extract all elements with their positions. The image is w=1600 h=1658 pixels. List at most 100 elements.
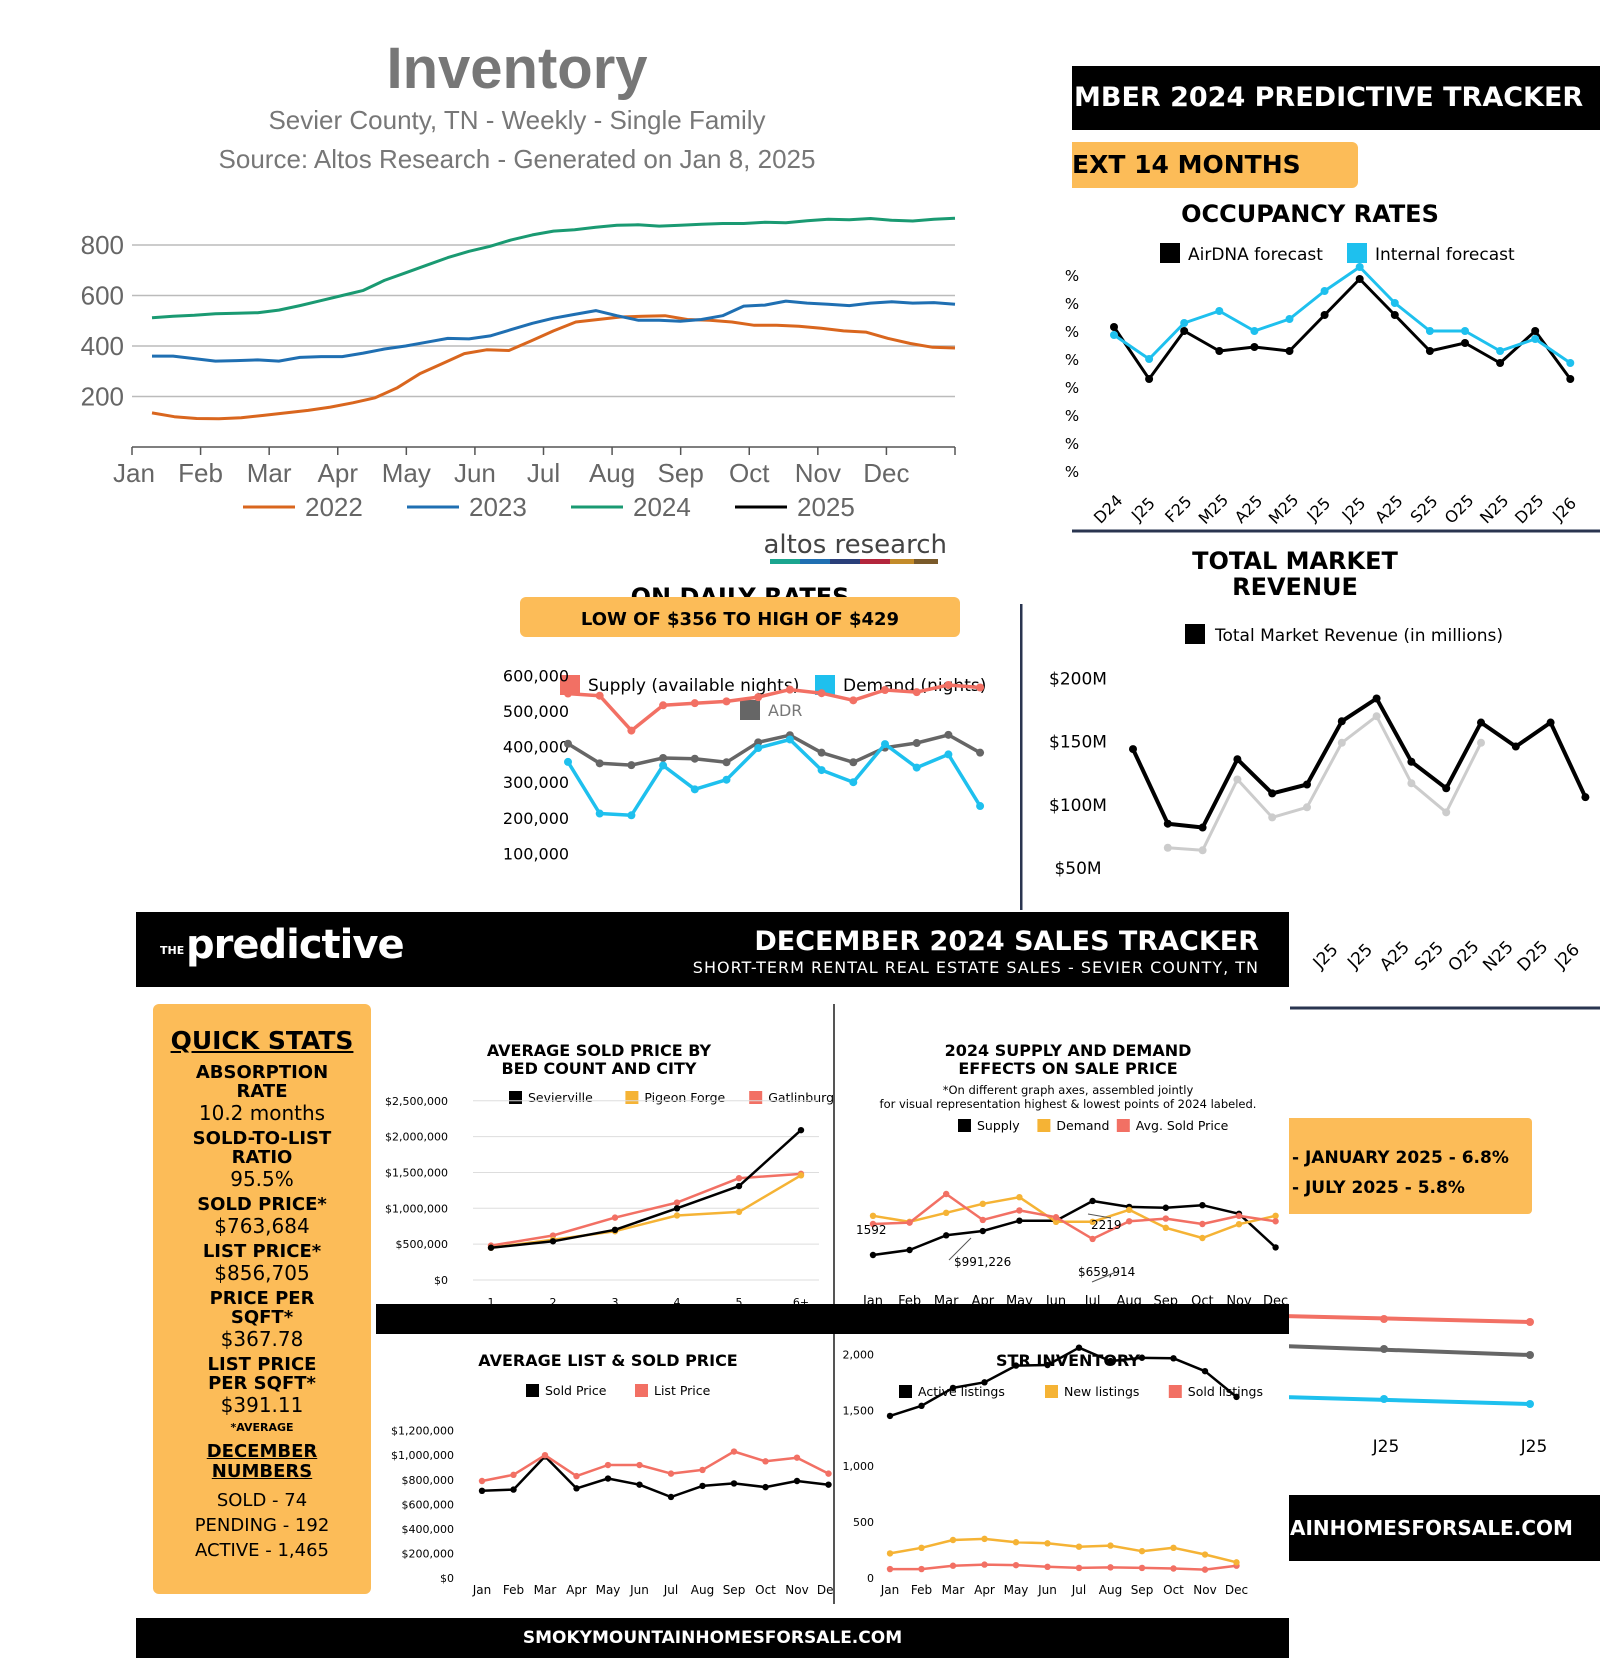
occupancy-x-label: J25 xyxy=(1338,494,1370,526)
altos-logo-stripe xyxy=(770,559,938,564)
x-label: Aug xyxy=(1099,1583,1122,1597)
occupancy-point xyxy=(1250,327,1259,335)
sda-point xyxy=(754,738,763,747)
inventory-y-tick: 600 xyxy=(81,281,124,311)
sda-line-2 xyxy=(567,733,981,767)
y-tick: $1,500,000 xyxy=(385,1166,448,1179)
peek-line-demand xyxy=(1282,1395,1531,1406)
series-point xyxy=(981,1561,988,1568)
occupancy-point xyxy=(1425,327,1434,335)
sda-point xyxy=(881,685,889,694)
peek-dot xyxy=(1380,1315,1388,1323)
occupancy-x-label: S25 xyxy=(1407,492,1442,527)
chart-note: *On different graph axes, assembled join… xyxy=(943,1083,1194,1097)
series-point xyxy=(1233,1393,1240,1401)
series-point xyxy=(673,1212,681,1219)
revenue-y-tick: $150M xyxy=(1049,733,1107,753)
peek-footer: AINHOMESFORSALE.COM xyxy=(1288,1495,1600,1561)
inventory-y-tick: 400 xyxy=(81,331,124,361)
series-point xyxy=(673,1205,681,1212)
revenue-point xyxy=(1233,775,1242,784)
inventory-x-label: Dec xyxy=(863,458,909,488)
y-tick: $200,000 xyxy=(402,1547,455,1560)
x-label: Jun xyxy=(629,1583,649,1597)
occupancy-y-tick: % xyxy=(1065,407,1079,425)
x-label: May xyxy=(1006,1294,1033,1304)
occupancy-x-label: D24 xyxy=(1090,491,1127,528)
sda-y-tick: 300,000 xyxy=(503,773,569,792)
december-item: PENDING - 192 xyxy=(194,1515,330,1536)
chart-title: 2024 SUPPLY AND DEMAND xyxy=(945,1041,1192,1060)
revenue-point xyxy=(1581,793,1590,802)
revenue-x-label: A25 xyxy=(1376,938,1414,976)
series-point xyxy=(762,1458,769,1465)
sda-point xyxy=(944,750,953,759)
occupancy-point xyxy=(1180,327,1189,335)
sda-point xyxy=(659,753,668,762)
series-line-0 xyxy=(490,1129,802,1249)
sda-point xyxy=(690,785,699,794)
middle-black-bar xyxy=(376,1304,1289,1334)
revenue-line-1 xyxy=(1167,714,1483,852)
peek-line-supply xyxy=(1282,1314,1531,1324)
peek-x-label: J25 xyxy=(1520,1437,1548,1457)
legend-swatch xyxy=(635,1384,648,1397)
sda-point xyxy=(849,778,858,787)
adr-band xyxy=(520,597,960,637)
occupancy-y-tick: % xyxy=(1065,463,1079,481)
logo-predictive: predictive xyxy=(186,922,405,968)
series-point xyxy=(981,1535,988,1543)
x-label: 2 xyxy=(550,1296,557,1304)
supply-demand-adr-chart: ON DAILY RATES LOW OF $356 TO HIGH OF $4… xyxy=(450,583,1010,905)
y-tick: 0 xyxy=(867,1572,874,1585)
series-point xyxy=(1138,1564,1146,1572)
occupancy-point xyxy=(1461,327,1469,335)
sda-point xyxy=(912,688,921,697)
series-point xyxy=(1201,1367,1209,1375)
series-point xyxy=(1044,1563,1051,1571)
legend-label: Sold listings xyxy=(1188,1384,1263,1399)
revenue-point xyxy=(1337,717,1346,726)
series-point xyxy=(735,1208,743,1216)
inventory-x-label: May xyxy=(382,458,431,488)
occupancy-point xyxy=(1215,347,1224,355)
series-point xyxy=(573,1485,580,1492)
quick-stat-label: LIST PRICE PER SQFT* xyxy=(207,1354,317,1394)
peek-line-adr xyxy=(1282,1344,1531,1357)
legend-label: Avg. Sold Price xyxy=(1136,1118,1229,1133)
legend-swatch xyxy=(509,1091,522,1104)
sda-point xyxy=(722,697,731,706)
altos-logo: altos research xyxy=(763,530,947,560)
x-label: Sep xyxy=(723,1583,746,1597)
occupancy-point xyxy=(1285,347,1294,355)
list-sold-chart: AVERAGE LIST & SOLD PRICE Sold Price List … xyxy=(391,1351,833,1597)
inventory-y-tick: 800 xyxy=(81,230,124,260)
x-label: 4 xyxy=(674,1296,681,1304)
revenue-x-label: J25 xyxy=(1343,940,1377,974)
series-point xyxy=(943,1209,950,1216)
series-point xyxy=(1126,1206,1133,1213)
x-label: Aug xyxy=(1117,1294,1142,1304)
sda-point xyxy=(595,759,604,768)
sda-point xyxy=(976,748,985,757)
peek-dot xyxy=(1526,1318,1534,1326)
series-line-0 xyxy=(872,1199,1277,1257)
inventory-x-label: Nov xyxy=(795,458,841,488)
occupancy-title: OCCUPANCY RATES xyxy=(1181,200,1439,228)
x-label: Jan xyxy=(472,1583,492,1597)
inventory-x-label: Mar xyxy=(247,458,292,488)
x-label: 3 xyxy=(612,1296,619,1304)
legend-swatch xyxy=(899,1385,912,1398)
series-point xyxy=(1272,1218,1279,1225)
occupancy-point xyxy=(1461,339,1469,347)
sda-point xyxy=(849,758,858,767)
sda-point xyxy=(976,802,985,811)
y-tick: 1,000 xyxy=(843,1460,875,1473)
series-point xyxy=(918,1544,925,1552)
inventory-y-tick: 200 xyxy=(81,382,124,412)
occupancy-point xyxy=(1531,327,1540,335)
revenue-point xyxy=(1163,819,1172,828)
sda-point xyxy=(849,696,858,705)
sda-point xyxy=(564,757,572,766)
revenue-point xyxy=(1303,780,1311,789)
